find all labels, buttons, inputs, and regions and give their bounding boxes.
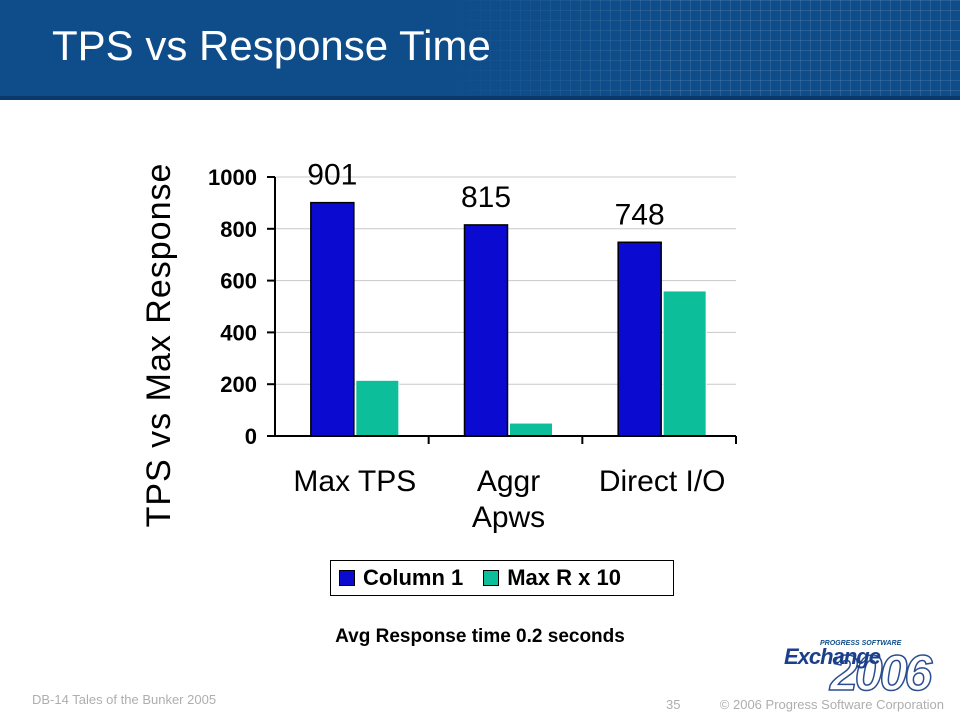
footer-session-title: DB-14 Tales of the Bunker 2005 [32, 692, 217, 707]
x-tick-label-2: Direct I/O [599, 465, 726, 498]
data-label-0: 901 [307, 159, 357, 192]
chart-annotation: Avg Response time 0.2 seconds [335, 626, 625, 647]
data-label-1: 815 [461, 181, 511, 214]
legend-swatch-column-1 [339, 570, 355, 586]
slide-title: TPS vs Response Time [52, 22, 491, 69]
legend-swatch-max-r [483, 570, 500, 586]
exchange-2006-logo: 2006 PROGRESS SOFTWARE Exchange [780, 640, 950, 702]
data-label-2: 748 [615, 198, 665, 231]
header-divider [0, 96, 960, 100]
slide-header: TPS vs Response Time [0, 0, 960, 100]
y-tick-label-1000: 1000 [208, 165, 257, 190]
x-tick-label-1-0: Aggr [477, 465, 540, 498]
bar-max-r-0 [355, 379, 400, 437]
copyright-text: © 2006 Progress Software Corporation [719, 697, 944, 712]
legend-label-column-1: Column 1 [363, 565, 464, 590]
logo-year: 2006 [829, 644, 933, 702]
x-tick-label-1-1: Apws [472, 501, 545, 534]
bar-column-1-2 [617, 241, 662, 437]
chart-legend: Column 1 Max R x 10 [330, 560, 674, 596]
y-tick-label-0: 0 [245, 424, 257, 449]
bar-max-r-2 [662, 290, 707, 437]
legend-label-max-r: Max R x 10 [507, 565, 621, 590]
legend-item-column-1: Column 1 [339, 565, 463, 591]
page-number: 35 [666, 697, 681, 712]
axes [267, 176, 737, 444]
y-axis-title: TPS vs Max Response [140, 163, 178, 528]
bars [310, 201, 707, 437]
bar-max-r-1 [509, 422, 553, 437]
bar-column-1-0 [310, 201, 355, 437]
logo-brand: Exchange [784, 644, 881, 669]
bar-column-1-1 [463, 224, 509, 437]
y-tick-label-800: 800 [220, 217, 257, 242]
header-grid-pattern [440, 0, 960, 100]
y-tick-label-400: 400 [220, 320, 257, 345]
y-tick-label-600: 600 [220, 269, 257, 294]
legend-item-max-r: Max R x 10 [483, 565, 621, 591]
x-tick-label-0: Max TPS [293, 465, 416, 498]
y-tick-label-200: 200 [220, 372, 257, 397]
logo-small-text: PROGRESS SOFTWARE [820, 640, 902, 647]
